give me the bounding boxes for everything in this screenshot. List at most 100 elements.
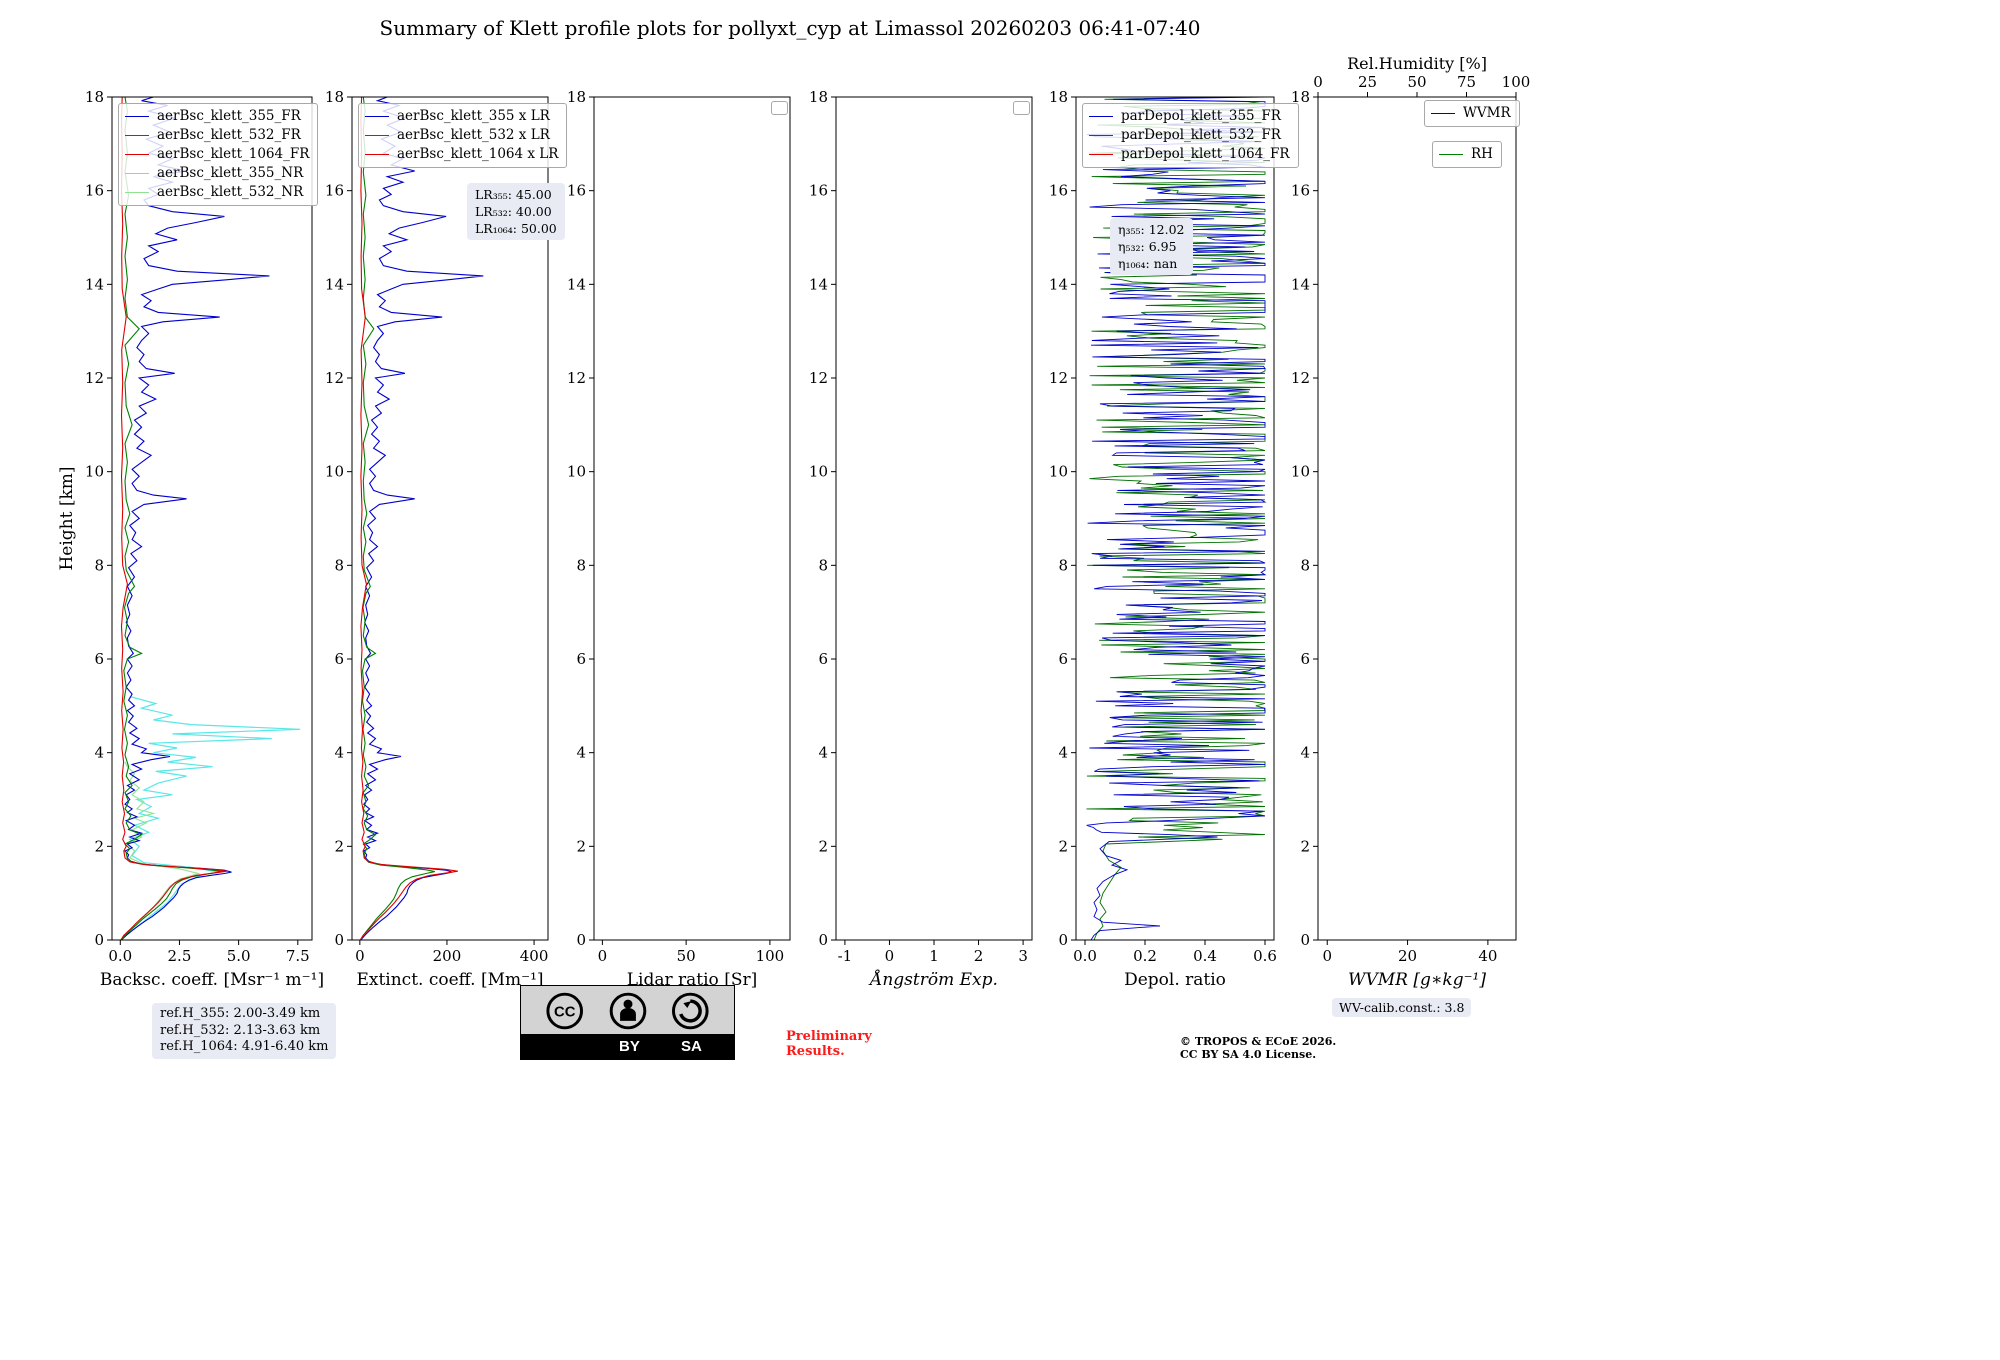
x-axis-label-depol: Depol. ratio [1124, 970, 1226, 990]
x-tick-label: 40 [1478, 947, 1497, 965]
x-tick-label: 1 [929, 947, 939, 965]
legend-extinction: aerBsc_klett_355 x LR aerBsc_klett_532 x … [358, 103, 568, 168]
sharealike-icon [671, 992, 709, 1029]
y-tick-label: 10 [809, 463, 828, 481]
y-tick-label: 2 [94, 837, 104, 855]
y-tick-label: 4 [818, 744, 828, 762]
y-tick-label: 2 [1300, 837, 1310, 855]
x-tick-label: 2 [974, 947, 984, 965]
x-axis-label-wvmr: WVMR [g∗kg⁻¹] [1348, 970, 1486, 990]
figure-title: Summary of Klett profile plots for polly… [379, 16, 1201, 40]
annotation-line: η₁₀₆₄: nan [1118, 256, 1178, 271]
legend-entry: aerBsc_klett_532_FR [125, 126, 309, 145]
plot-frame [1075, 96, 1275, 941]
legend-label: aerBsc_klett_1064 x LR [397, 146, 559, 162]
y-tick-label: 0 [94, 931, 104, 949]
x-tick-label: 0.4 [1193, 947, 1217, 965]
legend-label: aerBsc_klett_532 x LR [397, 127, 550, 143]
legend-line-swatch [365, 154, 389, 155]
legend-entry: aerBsc_klett_532_NR [125, 183, 309, 202]
legend-entry: parDepol_klett_1064_FR [1089, 145, 1290, 164]
x-axis-label-backscatter: Backsc. coeff. [Msr⁻¹ m⁻¹] [100, 970, 324, 990]
legend-line-swatch [1089, 135, 1113, 136]
preliminary-results-note: Preliminary Results. [786, 1029, 872, 1059]
y-tick-label: 0 [576, 931, 586, 949]
y-tick-label: 10 [567, 463, 586, 481]
y-tick-label: 16 [325, 182, 344, 200]
y-tick-label: 8 [94, 556, 104, 574]
ref-h-355: ref.H_355: 2.00-3.49 km [160, 1006, 321, 1021]
y-tick-label: 14 [1291, 275, 1310, 293]
x-tick-label: 0 [885, 947, 895, 965]
plot-frame [835, 96, 1033, 941]
y-tick-label: 12 [325, 369, 344, 387]
legend-angstroem-empty [1013, 101, 1030, 115]
ref-h-1064: ref.H_1064: 4.91-6.40 km [160, 1039, 329, 1054]
cc-sa-label: SA [681, 1038, 702, 1055]
y-tick-label: 8 [818, 556, 828, 574]
y-tick-label: 12 [1291, 369, 1310, 387]
x-tick-label: 0 [1322, 947, 1332, 965]
legend-entry: RH [1439, 145, 1493, 164]
preliminary-line-2: Results. [786, 1044, 845, 1059]
y-tick-label: 12 [1049, 369, 1068, 387]
y-tick-label: 2 [576, 837, 586, 855]
legend-wvmr-WVMR: WVMR [1424, 100, 1520, 127]
x-axis-label-extinction: Extinct. coeff. [Mm⁻¹] [356, 970, 543, 990]
legend-entry: parDepol_klett_355_FR [1089, 107, 1290, 126]
x-tick-label: 20 [1398, 947, 1417, 965]
panel-backscatter: 0.0 2.5 5.0 7.5 0 2 4 6 8 10 12 14 16 18 Backsc. coeff… [57, 88, 324, 990]
plot-frame [351, 96, 549, 941]
y-tick-label: 18 [325, 88, 344, 106]
legend-label: parDepol_klett_1064_FR [1121, 146, 1290, 162]
legend-line-swatch [1439, 154, 1463, 155]
top-tick-label: 75 [1457, 73, 1476, 91]
cc-icons-graphic: CC [546, 992, 709, 1029]
series-aerBsc_klett_532_FR [121, 97, 223, 940]
x-tick-label: 7.5 [286, 947, 310, 965]
legend-line-swatch [1089, 154, 1113, 155]
annotation-depol: η₃₅₅: 12.02 η₅₃₂: 6.95 η₁₀₆₄: nan [1110, 218, 1193, 275]
attribution-person-icon [609, 992, 647, 1029]
top-axis-label: Rel.Humidity [%] [1347, 54, 1487, 73]
y-tick-label: 6 [818, 650, 828, 668]
y-tick-label: 2 [334, 837, 344, 855]
y-tick-label: 18 [567, 88, 586, 106]
x-tick-label: 50 [677, 947, 696, 965]
y-tick-label: 18 [1049, 88, 1068, 106]
svg-text:CC: CC [554, 1004, 576, 1020]
legend-label: aerBsc_klett_532_FR [157, 127, 301, 143]
x-tick-label: 2.5 [168, 947, 192, 965]
y-tick-label: 12 [567, 369, 586, 387]
x-tick-label: 0.6 [1253, 947, 1277, 965]
y-tick-label: 14 [85, 275, 104, 293]
legend-wvmr-RH: RH [1432, 141, 1502, 168]
y-tick-label: 16 [1291, 182, 1310, 200]
y-tick-label: 18 [1291, 88, 1310, 106]
legend-label: parDepol_klett_355_FR [1121, 108, 1281, 124]
y-tick-label: 16 [1049, 182, 1068, 200]
y-tick-label: 0 [1300, 931, 1310, 949]
copyright-note: © TROPOS & ECoE 2026. CC BY SA 4.0 Licen… [1180, 1035, 1336, 1061]
top-tick-label: 0 [1313, 73, 1323, 91]
legend-line-swatch [365, 116, 389, 117]
top-tick-label: 100 [1502, 73, 1531, 91]
y-tick-label: 16 [85, 182, 104, 200]
series-parDepol_klett_355_FR [1086, 97, 1267, 940]
cc-license-badge: CC BY SA [520, 985, 735, 1060]
y-tick-label: 2 [818, 837, 828, 855]
legend-depol: parDepol_klett_355_FR parDepol_klett_532_… [1082, 103, 1299, 168]
y-tick-label: 8 [334, 556, 344, 574]
top-tick-label: 50 [1407, 73, 1426, 91]
x-tick-label: -1 [838, 947, 853, 965]
legend-entry: aerBsc_klett_355_FR [125, 107, 309, 126]
ref-h-532: ref.H_532: 2.13-3.63 km [160, 1022, 321, 1038]
annotation-line: LR₃₅₅: 45.00 [475, 187, 552, 202]
wv-calibration-constant: WV-calib.const.: 3.8 [1332, 998, 1472, 1017]
y-tick-label: 10 [85, 463, 104, 481]
legend-line-swatch [1431, 113, 1455, 114]
y-tick-label: 10 [325, 463, 344, 481]
legend-line-swatch [125, 154, 149, 155]
